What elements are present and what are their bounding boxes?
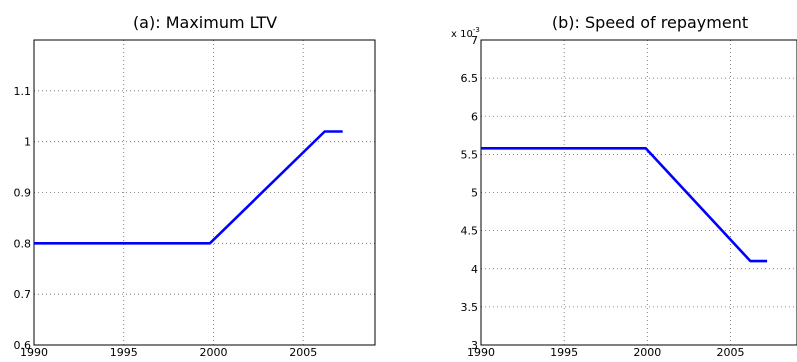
chart-b-y-tick-label: 4 xyxy=(471,263,478,276)
chart-b-series-line xyxy=(481,147,768,263)
chart-a-y-tick-label: 1.1 xyxy=(14,85,32,98)
chart-b-y-tick-label: 6.5 xyxy=(461,72,479,85)
chart-a-y-tick-label: 0.6 xyxy=(14,339,32,352)
chart-b-x-tick-label: 1995 xyxy=(550,346,578,359)
chart-a-y-tick-label: 0.8 xyxy=(14,237,32,250)
chart-b-y-tick-label: 3 xyxy=(471,339,478,352)
chart-a-x-tick-label: 2005 xyxy=(289,346,317,359)
chart-b-y-tick-label: 5 xyxy=(471,187,478,200)
chart-b-x-tick-label: 2005 xyxy=(716,346,744,359)
chart-b-x-tick-label: 1990 xyxy=(467,346,495,359)
chart-b-x-tick-label: 2000 xyxy=(633,346,661,359)
chart-a-axes-frame xyxy=(33,39,376,346)
chart-a-y-tick-label: 1 xyxy=(24,136,31,149)
chart-a-series-line xyxy=(34,130,343,245)
chart-b-axes-frame xyxy=(480,39,797,346)
chart-a-x-tick-label: 2000 xyxy=(199,346,227,359)
chart-a-title: (a): Maximum LTV xyxy=(133,13,277,32)
chart-a-y-tick-label: 0.9 xyxy=(14,187,32,200)
chart-b-y-tick-label: 5.5 xyxy=(461,148,479,161)
chart-b-title: (b): Speed of repayment xyxy=(552,13,748,32)
chart-a-x-tick-label: 1995 xyxy=(110,346,138,359)
chart-b-y-tick-label: 4.5 xyxy=(461,225,479,238)
chart-b-y-multiplier-base: x 10 xyxy=(451,29,473,40)
chart-a-y-tick-label: 0.7 xyxy=(14,288,32,301)
chart-b-y-tick-label: 7 xyxy=(471,34,478,47)
chart-b-y-multiplier: x 10-3 xyxy=(451,26,480,40)
chart-b-y-multiplier-exponent: -3 xyxy=(473,26,480,34)
chart-a: (a): Maximum LTV 1990 1995 2000 2005 0.6 0.7 0… xyxy=(14,13,376,359)
chart-b: (b): Speed of repayment x 10-3 1990 1995 2… xyxy=(451,13,797,359)
chart-b-y-tick-label: 3.5 xyxy=(461,301,479,314)
chart-b-y-tick-label: 6 xyxy=(471,110,478,123)
chart-a-x-tick-label: 1990 xyxy=(20,346,48,359)
